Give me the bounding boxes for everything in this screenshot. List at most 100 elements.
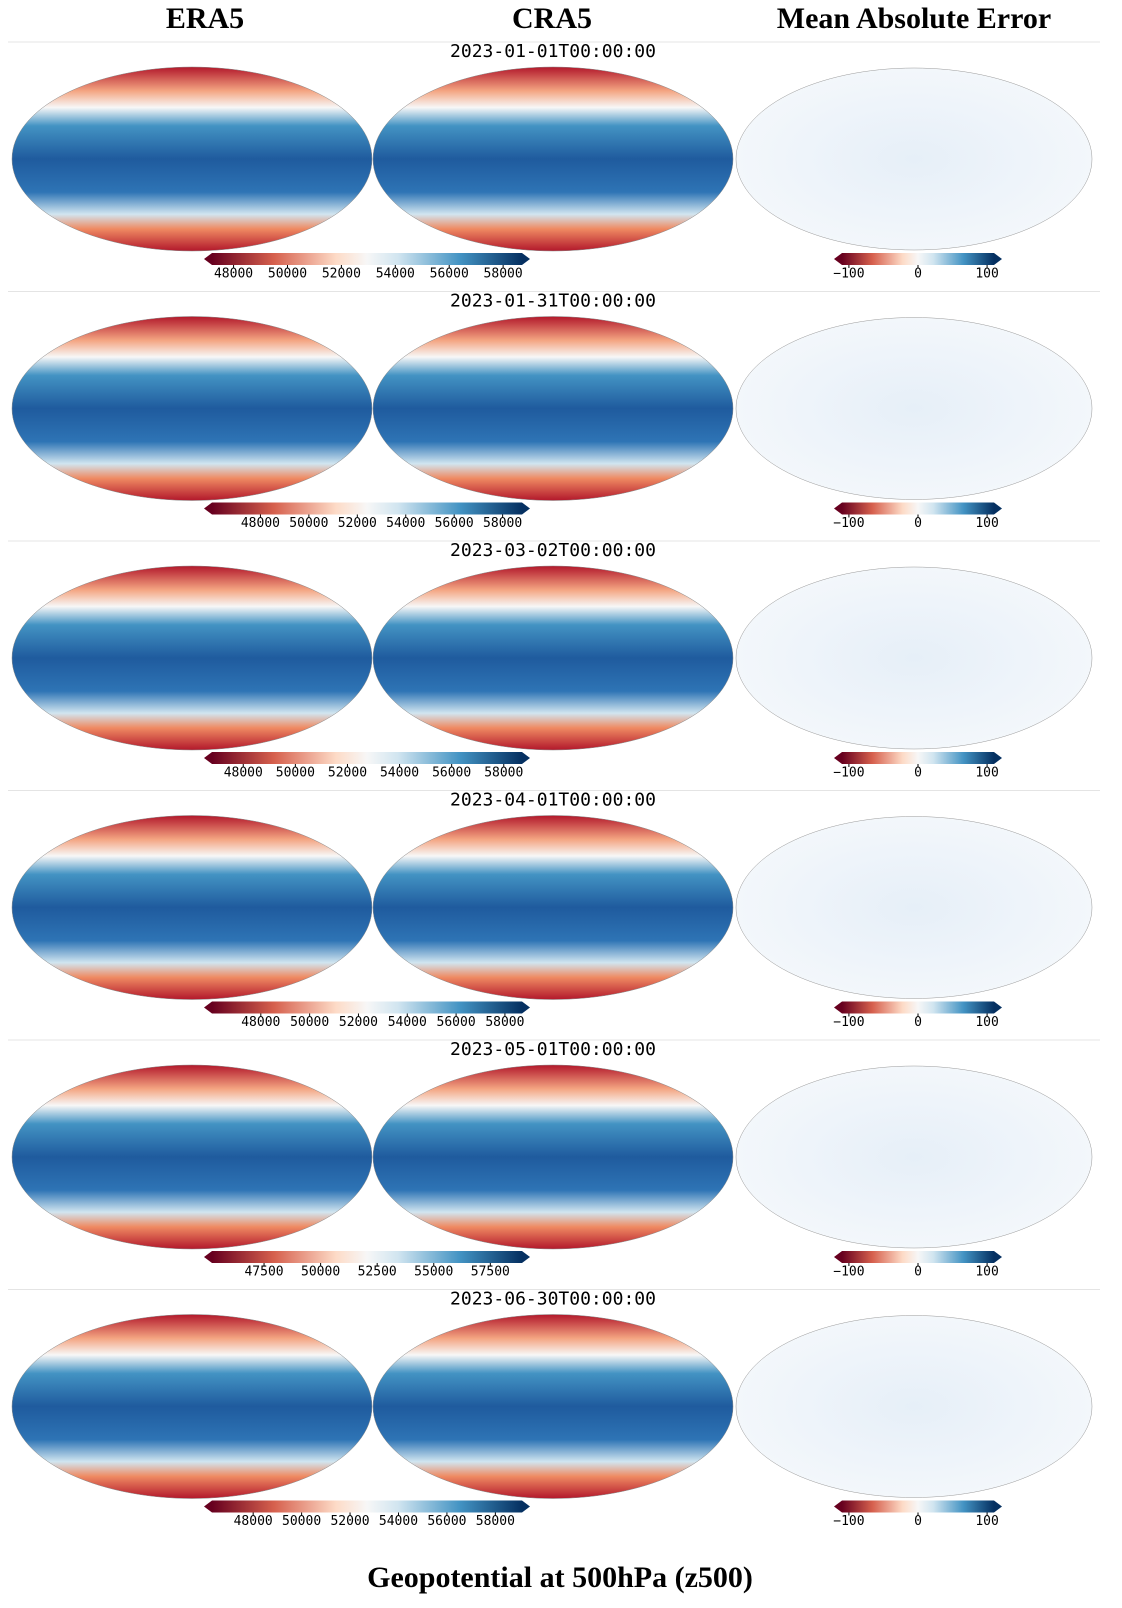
colorbar-tick-label: 48000: [224, 766, 263, 781]
colorbar-tick-label: 56000: [437, 1015, 476, 1030]
figure-title: Geopotential at 500hPa (z500): [367, 1561, 753, 1594]
colorbar-extend: [994, 1002, 1002, 1014]
field-map: [373, 67, 733, 251]
colorbar-extend: [834, 253, 842, 265]
colorbar-extend: [994, 752, 1002, 764]
colorbar-tick-label: 100: [975, 1015, 998, 1030]
colorbar-tick-label: 47500: [244, 1265, 283, 1280]
colorbar-tick-label: 58000: [484, 766, 523, 781]
field-map: [373, 566, 733, 750]
colorbar-extend: [834, 503, 842, 515]
colorbar-tick-label: 0: [914, 516, 922, 531]
colorbar-tick-label: 0: [914, 1265, 922, 1280]
colorbar: [842, 503, 994, 515]
colorbar-extend: [994, 253, 1002, 265]
colorbar-extend: [994, 1251, 1002, 1263]
colorbar-tick-label: 0: [914, 1015, 922, 1030]
field-map: [12, 1065, 372, 1249]
colorbar-extend: [522, 1501, 530, 1513]
date-label: 2023-01-01T00:00:00: [450, 41, 656, 62]
colorbar-tick-label: 50000: [268, 267, 307, 282]
colorbar-tick-label: 48000: [241, 516, 280, 531]
colorbar-extend: [204, 752, 212, 764]
colorbar-tick-label: 54000: [379, 1514, 418, 1529]
colorbar-tick-label: 54000: [386, 516, 425, 531]
colorbar-tick-label: −100: [833, 766, 864, 781]
colorbar: [212, 1501, 522, 1513]
colorbar-tick-label: 100: [975, 516, 998, 531]
colorbar-tick-label: −100: [833, 1265, 864, 1280]
colorbar: [842, 1251, 994, 1263]
field-map: [12, 566, 372, 750]
field-map: [12, 317, 372, 501]
date-label: 2023-05-01T00:00:00: [450, 1039, 656, 1060]
colorbar-tick-label: 56000: [427, 1514, 466, 1529]
colorbar-tick-label: 52000: [330, 1514, 369, 1529]
colorbar: [212, 1251, 522, 1263]
colorbar-tick-label: 52000: [338, 516, 377, 531]
colorbar-tick-label: 48000: [241, 1015, 280, 1030]
field-map: [373, 1315, 733, 1499]
colorbar-extend: [204, 1501, 212, 1513]
colorbar-tick-label: 100: [975, 267, 998, 282]
field-map: [373, 816, 733, 1000]
colorbar-tick-label: 52000: [339, 1015, 378, 1030]
colorbar-tick-label: 50000: [290, 1015, 329, 1030]
colorbar: [212, 1002, 522, 1014]
column-header: Mean Absolute Error: [777, 2, 1051, 35]
date-label: 2023-03-02T00:00:00: [450, 540, 656, 561]
colorbar-extend: [834, 752, 842, 764]
colorbar-tick-label: 48000: [214, 267, 253, 282]
field-map: [12, 67, 372, 251]
colorbar: [842, 752, 994, 764]
colorbar-tick-label: 54000: [376, 267, 415, 282]
colorbar-tick-label: 48000: [234, 1514, 273, 1529]
colorbar-extend: [522, 1251, 530, 1263]
error-map: [736, 68, 1092, 250]
colorbar-tick-label: 56000: [430, 267, 469, 282]
colorbar: [212, 503, 522, 515]
colorbar: [842, 1002, 994, 1014]
colorbar-extend: [204, 1251, 212, 1263]
colorbar-extend: [522, 752, 530, 764]
field-map: [373, 317, 733, 501]
colorbar-tick-label: 0: [914, 766, 922, 781]
colorbar-tick-label: 50000: [282, 1514, 321, 1529]
colorbar-tick-label: 52000: [328, 766, 367, 781]
date-label: 2023-01-31T00:00:00: [450, 291, 656, 312]
colorbar-tick-label: 52500: [358, 1265, 397, 1280]
error-map: [736, 567, 1092, 749]
colorbar-tick-label: 54000: [388, 1015, 427, 1030]
colorbar: [212, 253, 522, 265]
error-map: [736, 1316, 1092, 1498]
column-header: CRA5: [512, 2, 592, 35]
colorbar-extend: [204, 1002, 212, 1014]
colorbar-tick-label: −100: [833, 267, 864, 282]
field-map: [373, 1065, 733, 1249]
colorbar-tick-label: 100: [975, 1514, 998, 1529]
figure: ERA5 CRA5 Mean Absolute Error Geopotenti…: [0, 0, 1122, 1608]
colorbar-extend: [834, 1501, 842, 1513]
colorbar-tick-label: 50000: [301, 1265, 340, 1280]
error-map: [736, 318, 1092, 500]
date-label: 2023-04-01T00:00:00: [450, 790, 656, 811]
colorbar-extend: [994, 1501, 1002, 1513]
colorbar-extend: [522, 253, 530, 265]
date-label: 2023-06-30T00:00:00: [450, 1289, 656, 1310]
colorbar-tick-label: 58000: [484, 267, 523, 282]
colorbar: [842, 1501, 994, 1513]
colorbar-tick-label: 57500: [471, 1265, 510, 1280]
colorbar-tick-label: 0: [914, 267, 922, 282]
colorbar-tick-label: 0: [914, 1514, 922, 1529]
colorbar-tick-label: −100: [833, 1015, 864, 1030]
colorbar-tick-label: 58000: [476, 1514, 515, 1529]
colorbar-tick-label: 55000: [414, 1265, 453, 1280]
colorbar-tick-label: 54000: [380, 766, 419, 781]
colorbar-extend: [994, 503, 1002, 515]
colorbar-tick-label: 56000: [435, 516, 474, 531]
colorbar-tick-label: 58000: [485, 1015, 524, 1030]
colorbar-extend: [204, 503, 212, 515]
colorbar-extend: [834, 1002, 842, 1014]
column-header: ERA5: [166, 2, 244, 35]
colorbar-tick-label: 50000: [276, 766, 315, 781]
